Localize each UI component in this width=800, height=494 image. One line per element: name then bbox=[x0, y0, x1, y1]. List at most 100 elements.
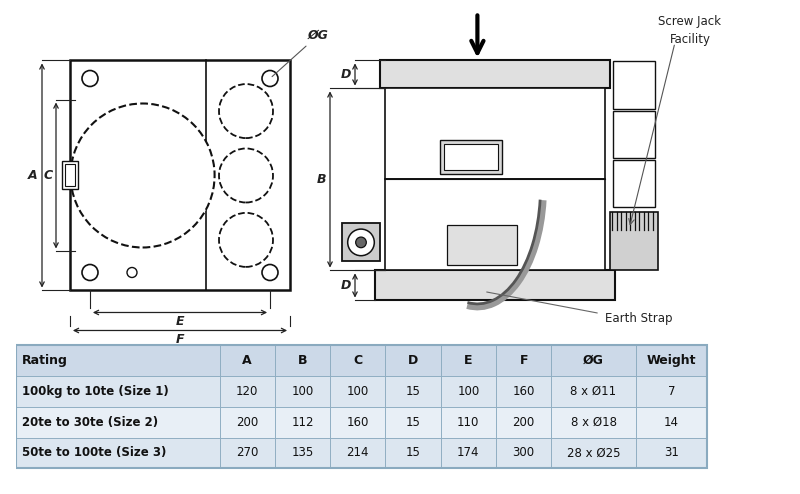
Text: D: D bbox=[341, 68, 351, 81]
Bar bbox=[441, 345, 496, 376]
Circle shape bbox=[262, 264, 278, 281]
Bar bbox=[342, 223, 380, 261]
Text: E: E bbox=[176, 315, 184, 328]
Text: 8 x Ø11: 8 x Ø11 bbox=[570, 385, 617, 398]
Text: C: C bbox=[43, 169, 53, 182]
Text: A: A bbox=[242, 354, 252, 367]
Bar bbox=[636, 345, 707, 376]
Bar bbox=[380, 60, 610, 88]
Bar bbox=[636, 407, 707, 438]
Text: ØG: ØG bbox=[583, 354, 604, 367]
Bar bbox=[496, 345, 551, 376]
Bar bbox=[70, 60, 290, 290]
Text: 31: 31 bbox=[664, 447, 679, 459]
Text: D: D bbox=[341, 279, 351, 292]
Circle shape bbox=[219, 149, 273, 203]
Bar bbox=[636, 376, 707, 407]
Text: 15: 15 bbox=[406, 447, 421, 459]
Text: 300: 300 bbox=[513, 447, 534, 459]
Bar bbox=[441, 407, 496, 438]
Bar bbox=[551, 438, 636, 468]
Bar bbox=[62, 161, 78, 189]
Text: B: B bbox=[316, 173, 326, 186]
Bar bbox=[446, 225, 517, 265]
Text: ØG: ØG bbox=[272, 29, 329, 77]
Bar bbox=[551, 376, 636, 407]
Text: 160: 160 bbox=[346, 415, 369, 429]
Bar bbox=[636, 438, 707, 468]
Bar bbox=[219, 438, 275, 468]
Bar bbox=[16, 345, 219, 376]
Text: Rating: Rating bbox=[22, 354, 68, 367]
Text: 270: 270 bbox=[236, 447, 258, 459]
Bar bbox=[441, 438, 496, 468]
Circle shape bbox=[219, 84, 273, 138]
Circle shape bbox=[348, 229, 374, 256]
Text: 214: 214 bbox=[346, 447, 369, 459]
Circle shape bbox=[356, 237, 366, 247]
Text: 100kg to 10te (Size 1): 100kg to 10te (Size 1) bbox=[22, 385, 169, 398]
Text: D: D bbox=[408, 354, 418, 367]
Bar bbox=[330, 345, 386, 376]
Text: Screw Jack
Facility: Screw Jack Facility bbox=[658, 15, 722, 46]
Bar bbox=[610, 212, 658, 271]
Bar bbox=[551, 407, 636, 438]
Circle shape bbox=[219, 213, 273, 267]
Bar bbox=[375, 271, 615, 300]
Bar bbox=[330, 438, 386, 468]
Text: 135: 135 bbox=[291, 447, 314, 459]
Bar bbox=[275, 407, 330, 438]
Text: 112: 112 bbox=[291, 415, 314, 429]
Bar bbox=[16, 376, 219, 407]
Circle shape bbox=[82, 71, 98, 86]
Bar bbox=[386, 345, 441, 376]
Bar bbox=[219, 407, 275, 438]
Bar bbox=[441, 376, 496, 407]
Circle shape bbox=[262, 71, 278, 86]
Bar bbox=[385, 88, 605, 179]
Text: F: F bbox=[519, 354, 528, 367]
Bar bbox=[16, 345, 707, 468]
Circle shape bbox=[127, 267, 137, 278]
Text: 20te to 30te (Size 2): 20te to 30te (Size 2) bbox=[22, 415, 158, 429]
Bar bbox=[496, 438, 551, 468]
Text: A: A bbox=[28, 169, 38, 182]
Bar bbox=[386, 407, 441, 438]
Text: 15: 15 bbox=[406, 385, 421, 398]
Bar bbox=[496, 407, 551, 438]
Bar bbox=[65, 165, 75, 186]
Bar bbox=[219, 376, 275, 407]
Circle shape bbox=[82, 264, 98, 281]
Bar bbox=[219, 345, 275, 376]
Text: E: E bbox=[464, 354, 473, 367]
Text: 100: 100 bbox=[346, 385, 369, 398]
Bar bbox=[275, 345, 330, 376]
Bar bbox=[16, 438, 219, 468]
Text: Earth Strap: Earth Strap bbox=[605, 312, 673, 325]
Text: 174: 174 bbox=[457, 447, 480, 459]
Text: 200: 200 bbox=[513, 415, 534, 429]
Circle shape bbox=[70, 103, 214, 247]
Bar bbox=[613, 160, 655, 206]
Bar bbox=[551, 345, 636, 376]
Bar bbox=[330, 407, 386, 438]
Text: 7: 7 bbox=[668, 385, 675, 398]
Bar bbox=[613, 61, 655, 109]
Text: 14: 14 bbox=[664, 415, 679, 429]
Bar bbox=[16, 407, 219, 438]
Text: 200: 200 bbox=[236, 415, 258, 429]
Bar bbox=[444, 144, 498, 170]
Bar bbox=[386, 376, 441, 407]
Text: 50te to 100te (Size 3): 50te to 100te (Size 3) bbox=[22, 447, 166, 459]
Text: C: C bbox=[353, 354, 362, 367]
Text: B: B bbox=[298, 354, 307, 367]
Bar bbox=[613, 111, 655, 158]
Bar bbox=[275, 438, 330, 468]
Text: 100: 100 bbox=[291, 385, 314, 398]
Bar bbox=[496, 376, 551, 407]
Text: 15: 15 bbox=[406, 415, 421, 429]
Bar bbox=[386, 438, 441, 468]
Text: Weight: Weight bbox=[646, 354, 696, 367]
Text: 28 x Ø25: 28 x Ø25 bbox=[566, 447, 620, 459]
Text: 8 x Ø18: 8 x Ø18 bbox=[570, 415, 617, 429]
